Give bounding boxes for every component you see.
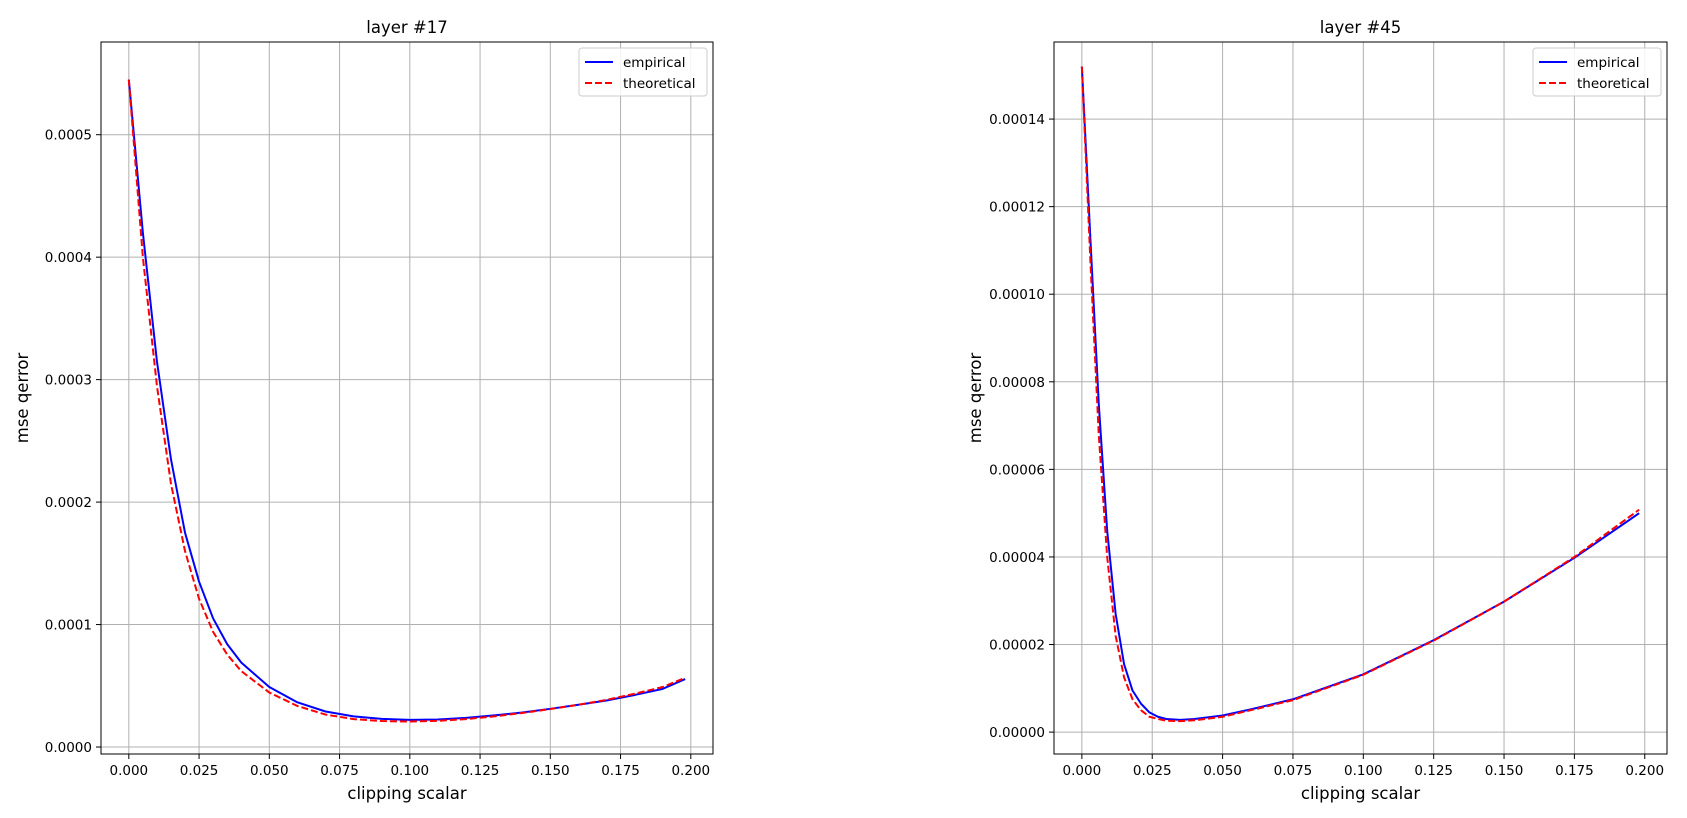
x-tick-label: 0.125 [461, 763, 500, 779]
axes-frame [1053, 41, 1668, 755]
chart-title: layer #17 [366, 18, 447, 37]
x-tick-label: 0.000 [109, 763, 148, 779]
x-tick-label: 0.100 [1344, 763, 1383, 779]
x-tick-label: 0.075 [320, 763, 359, 779]
x-tick-label: 0.000 [1063, 763, 1102, 779]
y-tick-label: 0.00008 [989, 375, 1045, 391]
y-tick-label: 0.0001 [45, 618, 92, 634]
legend-label-theoretical: theoretical [623, 76, 695, 92]
x-tick-label: 0.025 [1133, 763, 1172, 779]
chart-layer-45: 0.000 0.025 0.050 0.075 0.100 0.125 0.150 0.175… [966, 18, 1668, 803]
y-tick-label: 0.00010 [989, 287, 1045, 303]
plot-area [1054, 42, 1667, 754]
legend-label-empirical: empirical [1577, 55, 1640, 71]
x-tick-label: 0.075 [1274, 763, 1313, 779]
x-tick-label: 0.125 [1414, 763, 1453, 779]
x-tick-label: 0.200 [1625, 763, 1664, 779]
y-tick-label: 0.00002 [989, 638, 1045, 654]
y-tick-label: 0.0003 [45, 373, 92, 389]
x-tick-label: 0.175 [601, 763, 640, 779]
y-tick-label: 0.0005 [45, 128, 92, 144]
x-tick-label: 0.200 [671, 763, 710, 779]
plot-area [101, 42, 713, 754]
series-line-theoretical [127, 79, 686, 723]
y-axis-label: mse qerror [13, 353, 32, 444]
y-tick-label: 0.0002 [45, 495, 92, 511]
chart-layer-17: 0.000 0.025 0.050 0.075 0.100 0.125 0.150 0.175… [13, 18, 714, 803]
axes-frame [100, 41, 714, 755]
x-axis-label: clipping scalar [347, 784, 466, 803]
y-tick-label: 0.00004 [989, 550, 1045, 566]
y-axis-label: mse qerror [966, 353, 985, 444]
x-tick-label: 0.175 [1555, 763, 1594, 779]
x-axis-label: clipping scalar [1301, 784, 1420, 803]
x-tick-label: 0.025 [180, 763, 219, 779]
y-tick-label: 0.00000 [989, 725, 1045, 741]
x-tick-label: 0.150 [1485, 763, 1524, 779]
x-tick-label: 0.050 [1203, 763, 1242, 779]
legend-label-theoretical: theoretical [1577, 76, 1649, 92]
chart-title: layer #45 [1320, 18, 1401, 37]
series-line-empirical [127, 79, 686, 721]
y-tick-label: 0.00014 [989, 112, 1045, 128]
y-tick-label: 0.00012 [989, 200, 1045, 216]
y-tick-label: 0.0004 [45, 250, 92, 266]
series-line-theoretical [1080, 66, 1640, 723]
x-tick-label: 0.100 [390, 763, 429, 779]
x-tick-label: 0.150 [531, 763, 570, 779]
y-tick-label: 0.0000 [45, 740, 92, 756]
x-tick-label: 0.050 [250, 763, 289, 779]
y-tick-label: 0.00006 [989, 462, 1045, 478]
legend-label-empirical: empirical [623, 55, 686, 71]
